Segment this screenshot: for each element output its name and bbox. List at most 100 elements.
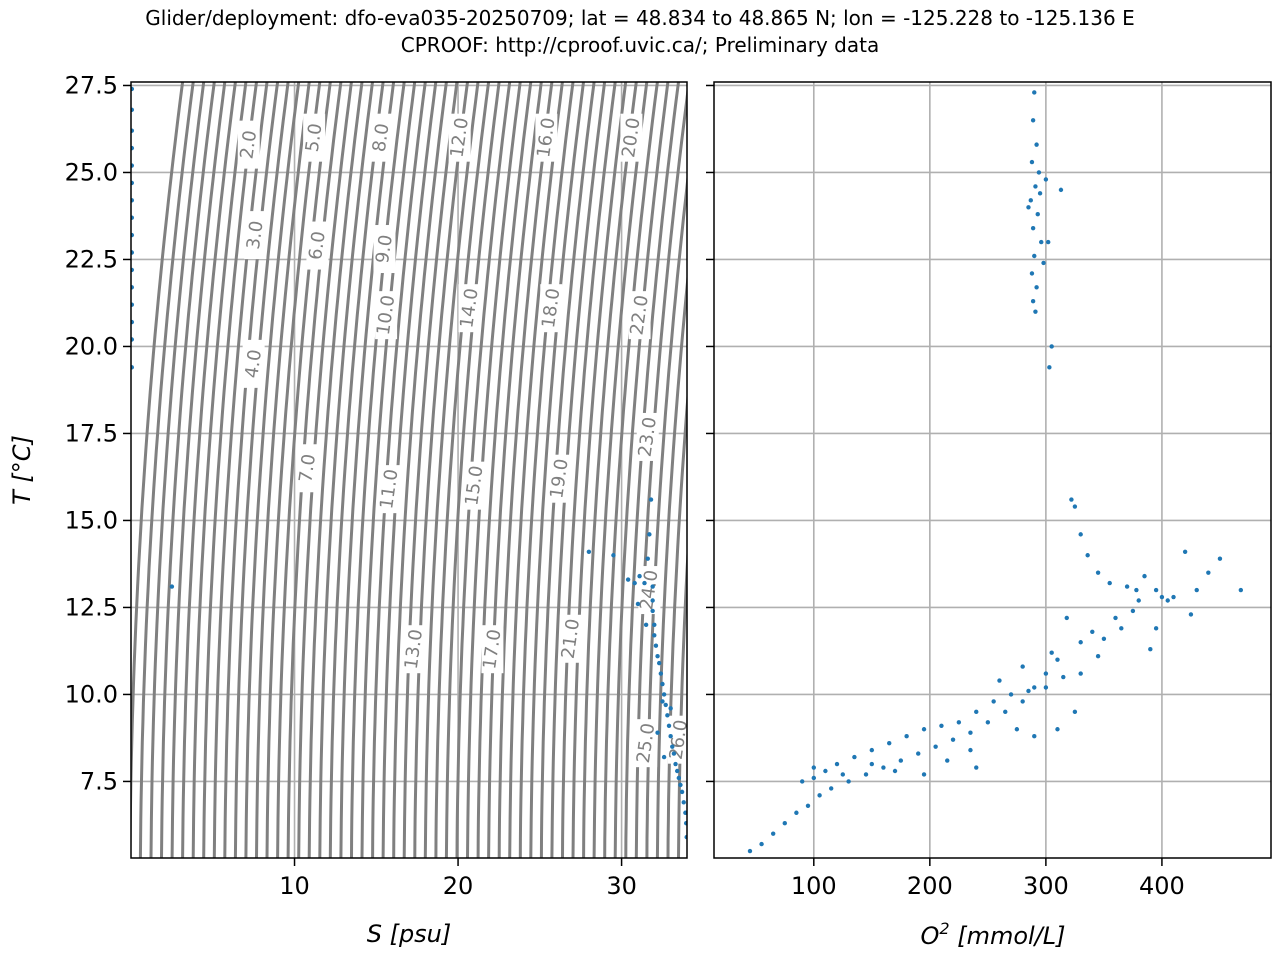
ts-data-point — [668, 734, 673, 739]
ts-data-point — [131, 86, 135, 92]
oxygen-data-point — [817, 793, 822, 798]
contour-label-background — [242, 339, 265, 388]
density-contour-line — [561, 82, 617, 858]
oxygen-data-point — [1069, 497, 1074, 502]
contour-label-background — [638, 566, 661, 615]
oxygen-data-point — [945, 758, 950, 763]
contour-label-background — [548, 454, 571, 503]
oxygen-data-point — [759, 841, 764, 847]
oxygen-data-point — [1028, 198, 1033, 203]
oxygen-data-point — [846, 779, 851, 784]
ts-data-point — [657, 660, 662, 666]
oxygen-data-point — [1171, 594, 1176, 600]
oxygen-data-point — [968, 747, 973, 753]
oxygen-data-point — [1003, 709, 1008, 715]
ts-y-tick-label: 15.0 — [65, 506, 118, 534]
oxygen-data-point — [1032, 685, 1037, 690]
oxygen-data-point — [747, 848, 753, 854]
ts-data-point — [650, 598, 655, 603]
oxygen-data-point — [1134, 587, 1139, 593]
ts-data-point — [681, 800, 686, 805]
ts-y-tick-label: 20.0 — [65, 332, 118, 360]
density-contour-line — [181, 82, 237, 858]
ts-data-point — [586, 549, 592, 554]
density-contour-line — [307, 82, 364, 858]
ts-y-tick-label: 17.5 — [65, 419, 118, 447]
density-contour-line — [392, 82, 448, 858]
oxygen-data-point — [950, 737, 956, 742]
density-contour-line — [603, 82, 659, 858]
density-contour-line — [138, 82, 195, 858]
density-contour-line — [582, 82, 638, 858]
ts-data-point — [131, 107, 135, 113]
oxygen-data-point — [939, 723, 944, 728]
oxygen-data-point — [1034, 142, 1039, 147]
oxygen-data-point — [1043, 685, 1049, 690]
ts-axes-frame — [130, 81, 688, 859]
oxygen-data-point — [794, 810, 799, 815]
ts-data-points — [131, 86, 687, 840]
oxygen-data-point — [1049, 344, 1054, 349]
density-contour-line — [402, 82, 459, 858]
oxygen-data-point — [782, 821, 787, 826]
oxygen-data-point — [811, 765, 816, 770]
contour-label-background — [635, 719, 658, 768]
density-contour-line — [255, 82, 311, 858]
ts-data-point — [683, 810, 687, 815]
oxygen-x-tick-label: 200 — [907, 872, 953, 900]
oxygen-x-axis-label: O2 [mmol/L] — [921, 919, 1066, 950]
contour-label-background — [375, 291, 398, 340]
oxygen-x-label-superscript: 2 — [939, 919, 949, 938]
oxygen-data-point — [1029, 159, 1035, 165]
contour-label-background — [296, 444, 319, 493]
contour-label-background — [373, 225, 396, 274]
oxygen-panel: 100 200 300 400 O2 [mmol/L] — [706, 81, 1272, 950]
ts-data-point — [131, 180, 135, 186]
ts-data-point — [642, 580, 647, 586]
ts-data-point — [131, 232, 135, 238]
ts-data-point — [637, 573, 642, 579]
oxygen-data-point — [1046, 239, 1051, 245]
ts-y-tick-label: 27.5 — [65, 71, 118, 99]
oxygen-data-point — [1036, 170, 1042, 175]
oxygen-data-point — [933, 744, 938, 749]
oxygen-data-point — [1020, 699, 1025, 704]
oxygen-data-point — [1030, 225, 1036, 231]
ts-data-point — [131, 145, 135, 151]
oxygen-data-point — [1029, 271, 1035, 276]
ts-data-point — [663, 702, 668, 708]
oxygen-data-point — [985, 720, 991, 725]
contour-label: 7.0 — [295, 453, 320, 484]
contour-label-background — [448, 113, 471, 162]
oxygen-data-point — [799, 779, 805, 784]
oxygen-data-point — [1035, 212, 1040, 217]
oxygen-data-points — [747, 90, 1244, 854]
figure-title-line-1: Glider/deployment: dfo-eva035-20250709; … — [145, 6, 1135, 30]
oxygen-data-point — [1032, 90, 1037, 95]
ts-data-point — [655, 730, 660, 735]
oxygen-data-point — [805, 803, 811, 809]
oxygen-data-point — [1130, 608, 1136, 614]
density-contour-line — [160, 82, 216, 858]
density-contour-line — [434, 82, 491, 858]
ts-data-point — [668, 706, 673, 711]
oxygen-data-point — [1055, 727, 1060, 732]
ts-data-point — [650, 584, 655, 589]
oxygen-y-ticks — [706, 84, 714, 783]
contour-label: 6.0 — [305, 230, 330, 261]
oxygen-x-label-base: O — [921, 922, 940, 950]
contour-label-background — [458, 284, 481, 333]
oxygen-data-point — [1078, 671, 1083, 676]
oxygen-data-point — [1142, 573, 1147, 579]
ts-data-point — [683, 821, 687, 826]
density-contour-labels: 2.03.04.05.06.07.08.09.010.011.012.013.0… — [236, 113, 687, 768]
density-contour-line — [244, 82, 301, 858]
figure-title-line-2: CPROOF: http://cproof.uvic.ca/; Prelimin… — [400, 33, 880, 57]
oxygen-data-point — [1055, 657, 1060, 662]
oxygen-data-point — [968, 730, 973, 735]
oxygen-data-point — [811, 775, 816, 781]
ts-y-tick-label: 12.5 — [65, 593, 118, 621]
ts-x-tick-label: 30 — [606, 872, 637, 900]
oxygen-data-point — [991, 699, 996, 704]
contour-label-background — [667, 715, 687, 764]
